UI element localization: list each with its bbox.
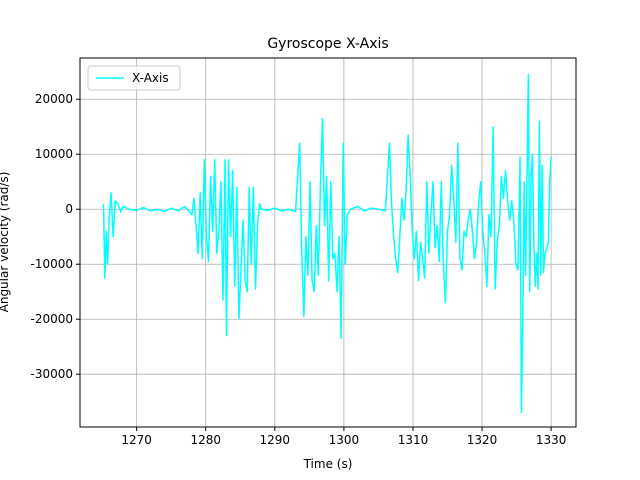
y-tick-label: -10000: [30, 257, 73, 271]
plot-area: [102, 73, 552, 414]
ticks: 1270 1280 1290 1300 1310 1320 1330 -30000 -20000…: [30, 92, 566, 447]
y-tick-label: 0: [65, 202, 73, 216]
x-axis-label: Time (s): [303, 457, 353, 471]
y-tick-label: -20000: [30, 312, 73, 326]
x-tick-label: 1270: [121, 433, 152, 447]
y-axis-label: Angular velocity (rad/s): [0, 172, 11, 313]
x-tick-label: 1300: [329, 433, 360, 447]
x-tick-label: 1320: [467, 433, 498, 447]
x-tick-label: 1280: [190, 433, 221, 447]
axes-frame: [79, 57, 577, 428]
y-tick-label: 20000: [35, 92, 73, 106]
x-tick-label: 1290: [260, 433, 291, 447]
legend: X-Axis: [87, 65, 181, 91]
x-tick-label: 1330: [536, 433, 567, 447]
y-tick-label: -30000: [30, 367, 73, 381]
y-tick-label: 10000: [35, 147, 73, 161]
legend-label: X-Axis: [132, 71, 169, 85]
chart-title: Gyroscope X-Axis: [267, 36, 388, 52]
legend-box: [87, 65, 181, 91]
data-line: [102, 73, 552, 414]
x-tick-label: 1310: [398, 433, 429, 447]
